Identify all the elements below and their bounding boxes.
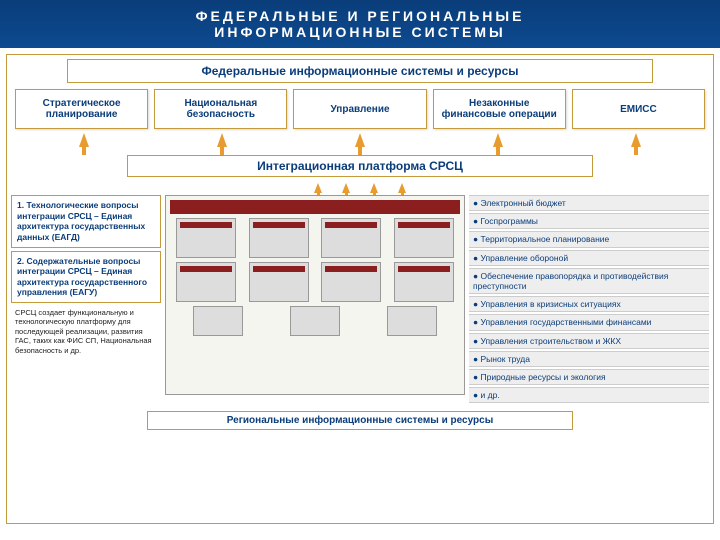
left-box-eagu: 2. Содержательные вопросы интеграции СРС…	[11, 251, 161, 304]
list-item: и др.	[469, 387, 709, 403]
left-box-eagd: 1. Технологические вопросы интеграции СР…	[11, 195, 161, 248]
regional-systems-bar: Региональные информационные системы и ре…	[147, 411, 573, 430]
panel-small-cell	[387, 306, 437, 336]
arrow-up-icon	[493, 133, 503, 147]
panel-bottom-row	[170, 306, 460, 336]
panel-cell	[249, 218, 309, 258]
integration-platform-bar: Интеграционная платформа СРСЦ	[127, 155, 593, 177]
panel-cell	[176, 218, 236, 258]
box-emiss: ЕМИСС	[572, 89, 705, 129]
list-item: Управление обороной	[469, 250, 709, 266]
panel-row	[170, 218, 460, 258]
arrow-up-icon	[314, 183, 322, 193]
list-item: Обеспечение правопорядка и противодейств…	[469, 268, 709, 294]
middle-section: 1. Технологические вопросы интеграции СР…	[11, 195, 709, 405]
left-column: 1. Технологические вопросы интеграции СР…	[11, 195, 161, 405]
title-line1: ФЕДЕРАЛЬНЫЕ И РЕГИОНАЛЬНЫЕ	[0, 8, 720, 24]
arrows-to-integration	[7, 183, 713, 193]
box-national-security: Национальная безопасность	[154, 89, 287, 129]
list-item: Управления государственными финансами	[469, 314, 709, 330]
panel-small-cell	[193, 306, 243, 336]
arrow-up-icon	[342, 183, 350, 193]
list-item: Территориальное планирование	[469, 231, 709, 247]
top-category-row: Стратегическое планирование Национальная…	[15, 89, 705, 129]
panel-cell	[321, 218, 381, 258]
list-item: Природные ресурсы и экология	[469, 369, 709, 385]
arrow-up-icon	[79, 133, 89, 147]
panel-cell	[394, 218, 454, 258]
box-illegal-finance: Незаконные финансовые операции	[433, 89, 566, 129]
list-item: Управления в кризисных ситуациях	[469, 296, 709, 312]
list-item: Управления строительством и ЖКХ	[469, 333, 709, 349]
page-title: ФЕДЕРАЛЬНЫЕ И РЕГИОНАЛЬНЫЕ ИНФОРМАЦИОННЫ…	[0, 0, 720, 48]
arrow-up-icon	[370, 183, 378, 193]
panel-row	[170, 262, 460, 302]
federal-systems-header: Федеральные информационные системы и рес…	[67, 59, 653, 83]
panel-cell	[176, 262, 236, 302]
panel-small-cell	[290, 306, 340, 336]
arrow-up-icon	[355, 133, 365, 147]
arrows-to-federal	[15, 133, 705, 147]
center-diagram-panel	[165, 195, 465, 395]
panel-cell	[321, 262, 381, 302]
list-item: Электронный бюджет	[469, 195, 709, 211]
panel-header-bar	[170, 200, 460, 214]
panel-cell	[249, 262, 309, 302]
arrow-up-icon	[631, 133, 641, 147]
arrow-up-icon	[398, 183, 406, 193]
box-strategic-planning: Стратегическое планирование	[15, 89, 148, 129]
list-item: Госпрограммы	[469, 213, 709, 229]
title-line2: ИНФОРМАЦИОННЫЕ СИСТЕМЫ	[0, 24, 720, 40]
list-item: Рынок труда	[469, 351, 709, 367]
panel-cell	[394, 262, 454, 302]
box-management: Управление	[293, 89, 426, 129]
right-list: Электронный бюджет Госпрограммы Территор…	[469, 195, 709, 405]
left-footnote: СРСЦ создает функциональную и технологич…	[11, 306, 161, 357]
arrow-up-icon	[217, 133, 227, 147]
main-frame: Федеральные информационные системы и рес…	[6, 54, 714, 524]
